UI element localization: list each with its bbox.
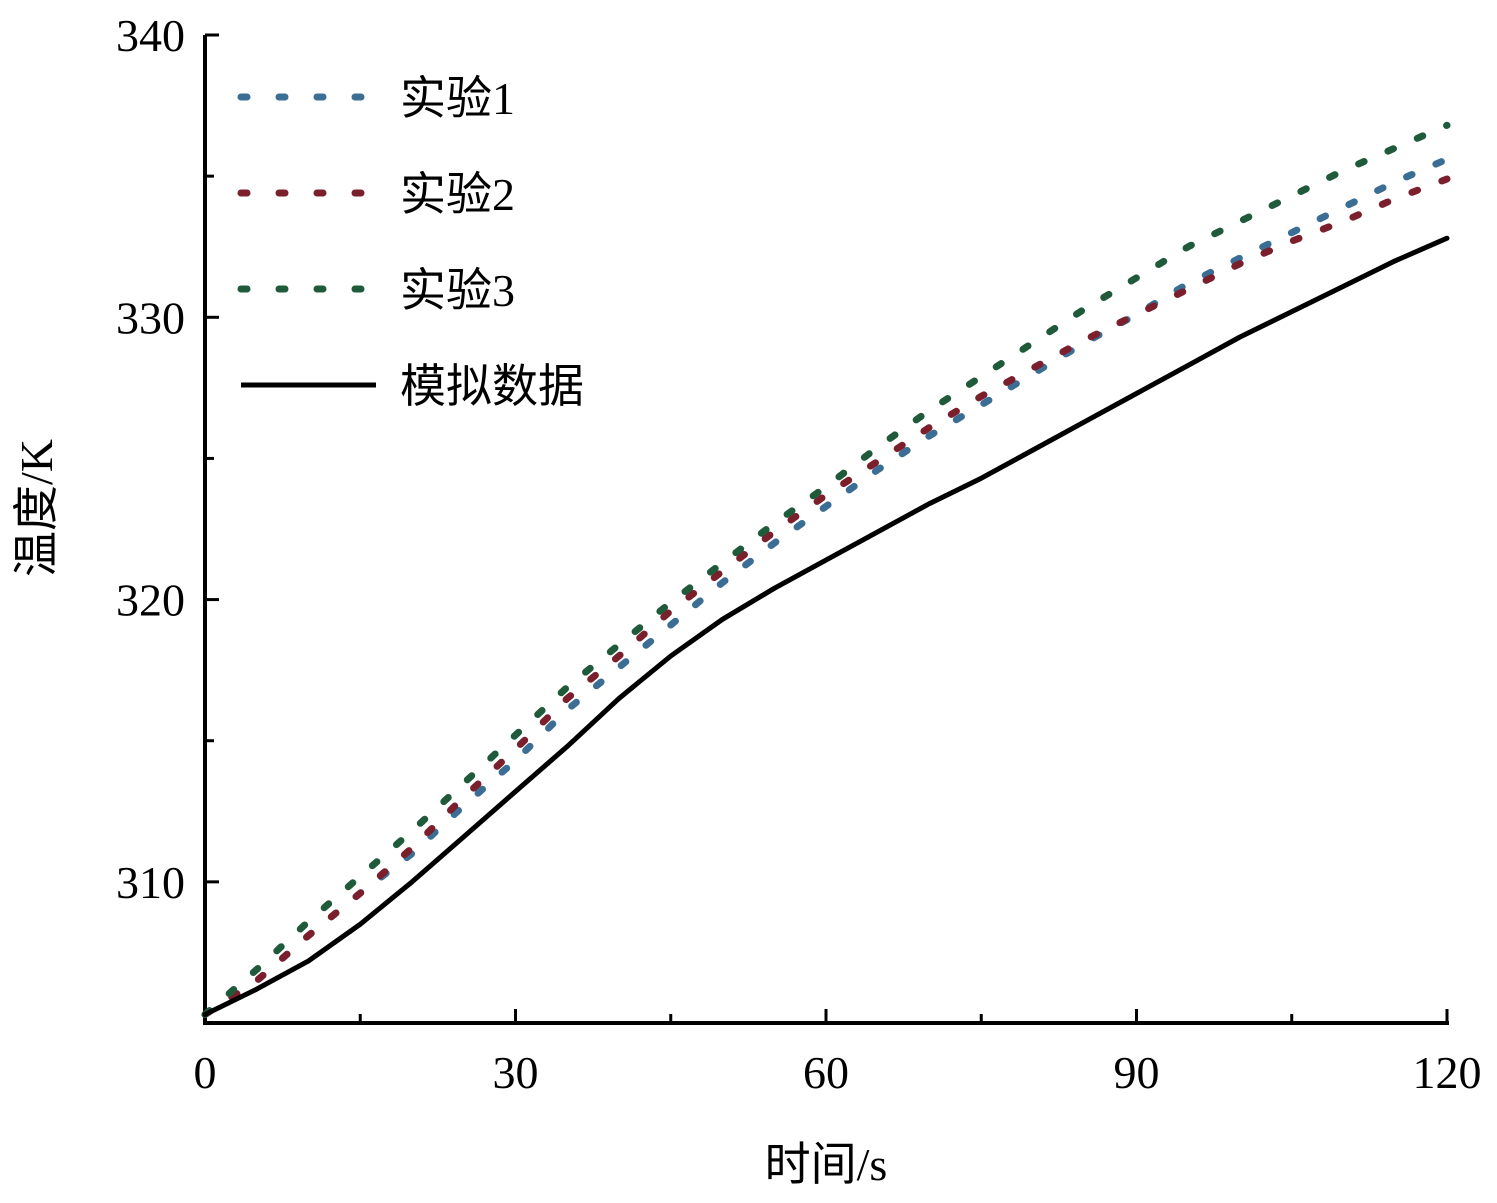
legend-label-2: 实验2: [400, 169, 515, 220]
y-tick-label: 310: [116, 857, 185, 908]
series-line-4: [202, 235, 1450, 1017]
y-tick-label: 340: [116, 10, 185, 61]
legend-label-3: 实验3: [400, 265, 515, 316]
legend: 实验1 实验2 实验3 模拟数据: [237, 73, 584, 412]
x-tick-label: 30: [493, 1047, 539, 1098]
y-tick-label: 330: [116, 292, 185, 343]
legend-label-4: 模拟数据: [400, 361, 584, 412]
y-axis-title: 温度/K: [11, 439, 62, 577]
x-tick-label: 90: [1114, 1047, 1160, 1098]
x-axis-title: 时间/s: [765, 1139, 888, 1190]
x-tick-label: 0: [194, 1047, 217, 1098]
x-tick-label: 60: [803, 1047, 849, 1098]
axes: 0 30 60 90 120 310 320 330 340: [116, 10, 1482, 1098]
x-tick-label: 120: [1413, 1047, 1482, 1098]
legend-label-1: 实验1: [400, 73, 515, 124]
series-layer: [201, 121, 1451, 1018]
series-line-1: [201, 155, 1451, 1018]
y-tick-label: 320: [116, 575, 185, 626]
series-line-2: [201, 175, 1451, 1018]
series-line-3: [201, 121, 1451, 1018]
